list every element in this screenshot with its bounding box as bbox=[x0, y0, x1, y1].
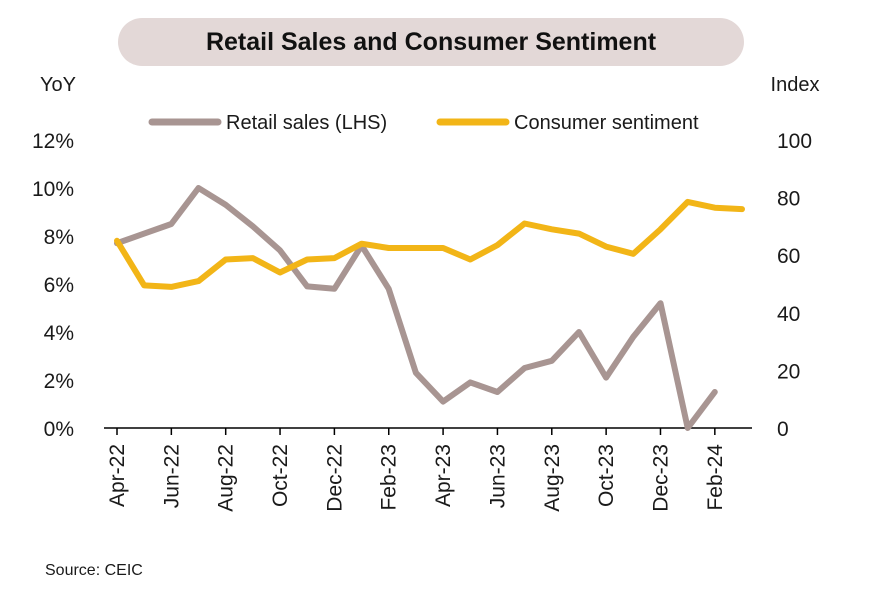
right-tick-label: 0 bbox=[777, 418, 789, 441]
series-line-consumer-sentiment bbox=[114, 198, 745, 290]
x-tick-label: Aug-23 bbox=[541, 444, 564, 512]
x-tick-label: Aug-22 bbox=[215, 444, 238, 512]
left-tick-label: 4% bbox=[44, 322, 74, 345]
x-tick-label: Apr-23 bbox=[432, 444, 455, 507]
right-axis-label: Index bbox=[771, 74, 820, 96]
left-tick-label: 8% bbox=[44, 226, 74, 249]
x-tick-label: Oct-23 bbox=[595, 444, 618, 507]
legend-label-consumer-sentiment: Consumer sentiment bbox=[514, 112, 699, 134]
right-tick-label: 80 bbox=[777, 188, 800, 211]
x-axis-ticks: Apr-22 Jun-22 Aug-22 Oct-22 Dec-22 Feb-23 Apr-… bbox=[106, 428, 727, 512]
x-tick-label: Oct-22 bbox=[269, 444, 292, 507]
right-axis-ticks: 0 20 40 60 80 100 bbox=[777, 130, 812, 441]
x-tick-label: Feb-24 bbox=[704, 444, 727, 511]
right-tick-label: 20 bbox=[777, 360, 800, 383]
x-tick-label: Jun-22 bbox=[160, 444, 183, 508]
left-tick-label: 6% bbox=[44, 274, 74, 297]
left-tick-label: 0% bbox=[44, 418, 74, 441]
chart-title: Retail Sales and Consumer Sentiment bbox=[205, 27, 657, 56]
right-tick-label: 100 bbox=[777, 130, 812, 153]
chart-title-pill: Retail Sales and Consumer Sentiment bbox=[118, 18, 744, 66]
series-line-retail-sales bbox=[114, 185, 718, 431]
legend-label-retail-sales: Retail sales (LHS) bbox=[226, 112, 387, 134]
x-tick-label: Jun-23 bbox=[486, 444, 509, 508]
left-tick-label: 10% bbox=[32, 178, 74, 201]
left-axis-ticks: 0% 2% 4% 6% 8% 10% 12% bbox=[32, 130, 74, 441]
series-lines bbox=[114, 185, 745, 431]
x-tick-label: Dec-23 bbox=[649, 444, 672, 512]
x-tick-label: Apr-22 bbox=[106, 444, 129, 507]
left-tick-label: 12% bbox=[32, 130, 74, 153]
right-tick-label: 60 bbox=[777, 245, 800, 268]
source-note: Source: CEIC bbox=[45, 562, 143, 579]
left-tick-label: 2% bbox=[44, 370, 74, 393]
right-tick-label: 40 bbox=[777, 303, 800, 326]
x-tick-label: Feb-23 bbox=[378, 444, 401, 511]
legend: Retail sales (LHS) Consumer sentiment bbox=[148, 112, 699, 134]
x-tick-label: Dec-22 bbox=[323, 444, 346, 512]
left-axis-label: YoY bbox=[40, 74, 76, 96]
